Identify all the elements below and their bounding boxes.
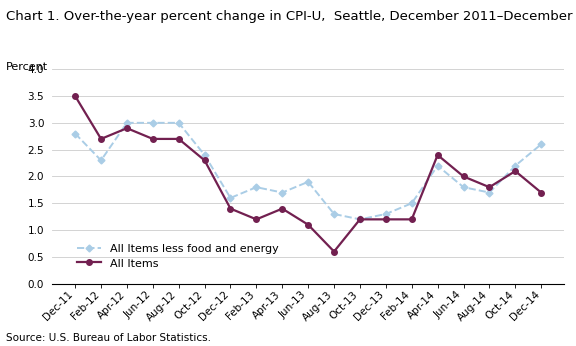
All Items less food and energy xyxy=(227,196,234,200)
All Items less food and energy xyxy=(408,201,415,205)
Legend: All Items less food and energy, All Items: All Items less food and energy, All Item… xyxy=(73,239,283,273)
Line: All Items less food and energy: All Items less food and energy xyxy=(73,120,544,222)
All Items less food and energy xyxy=(97,158,104,163)
All Items xyxy=(175,137,182,141)
All Items less food and energy xyxy=(201,153,208,157)
All Items xyxy=(538,190,545,194)
All Items xyxy=(201,158,208,163)
All Items less food and energy xyxy=(512,164,519,168)
All Items less food and energy xyxy=(253,185,260,189)
All Items less food and energy xyxy=(382,212,389,216)
All Items less food and energy xyxy=(149,121,156,125)
All Items xyxy=(71,94,78,98)
Line: All Items: All Items xyxy=(73,93,544,254)
All Items xyxy=(305,223,312,227)
All Items less food and energy xyxy=(460,185,467,189)
All Items xyxy=(253,217,260,221)
All Items less food and energy xyxy=(357,217,363,221)
All Items xyxy=(331,249,338,254)
All Items xyxy=(123,126,130,130)
All Items less food and energy xyxy=(305,180,312,184)
All Items less food and energy xyxy=(71,131,78,136)
All Items xyxy=(512,169,519,173)
All Items xyxy=(279,207,286,211)
All Items xyxy=(97,137,104,141)
All Items less food and energy xyxy=(123,121,130,125)
Text: Percent: Percent xyxy=(6,62,48,72)
Text: Chart 1. Over-the-year percent change in CPI-U,  Seattle, December 2011–December: Chart 1. Over-the-year percent change in… xyxy=(6,10,576,24)
All Items xyxy=(434,153,441,157)
All Items xyxy=(149,137,156,141)
All Items xyxy=(460,174,467,179)
All Items xyxy=(486,185,493,189)
All Items xyxy=(382,217,389,221)
All Items less food and energy xyxy=(175,121,182,125)
All Items less food and energy xyxy=(486,190,493,194)
All Items xyxy=(408,217,415,221)
All Items less food and energy xyxy=(538,142,545,146)
Text: Source: U.S. Bureau of Labor Statistics.: Source: U.S. Bureau of Labor Statistics. xyxy=(6,333,211,343)
All Items xyxy=(227,207,234,211)
All Items less food and energy xyxy=(331,212,338,216)
All Items less food and energy xyxy=(279,190,286,194)
All Items less food and energy xyxy=(434,164,441,168)
All Items xyxy=(357,217,363,221)
